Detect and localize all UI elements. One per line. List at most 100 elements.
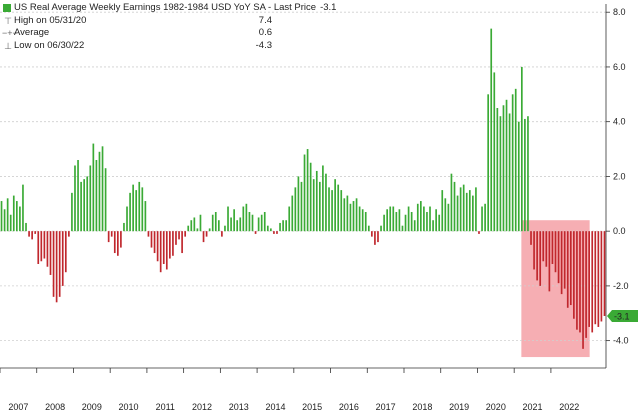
bar xyxy=(89,165,92,232)
bar xyxy=(563,231,566,289)
bar xyxy=(450,173,453,232)
bar xyxy=(49,231,52,275)
bar xyxy=(303,154,306,232)
bar xyxy=(456,195,459,232)
bar xyxy=(285,220,288,232)
bar xyxy=(410,212,413,232)
bar xyxy=(147,231,150,237)
bar xyxy=(416,203,419,232)
bar xyxy=(517,121,520,232)
bar xyxy=(230,217,232,232)
legend-swatch xyxy=(3,4,11,13)
bar xyxy=(211,214,214,232)
legend-average-label: Average xyxy=(14,27,50,38)
bar xyxy=(484,203,486,232)
bar xyxy=(548,231,551,292)
bar xyxy=(459,187,462,232)
bar xyxy=(199,214,202,232)
legend-high-row: ⊤ High on 05/31/20 7.4 xyxy=(2,15,272,28)
y-tick-label: 8.0 xyxy=(613,7,626,17)
bar xyxy=(542,231,545,262)
bar xyxy=(15,201,18,232)
x-tick-label: 2018 xyxy=(412,402,432,412)
bar xyxy=(25,222,27,232)
bar xyxy=(306,149,309,232)
bar xyxy=(291,195,294,232)
bar xyxy=(74,165,76,232)
y-tick-label: -2.0 xyxy=(613,281,629,291)
y-tick-label: 4.0 xyxy=(613,117,626,127)
bar xyxy=(524,118,526,232)
bar xyxy=(64,231,67,273)
bar xyxy=(236,220,239,232)
bar xyxy=(28,231,30,237)
y-tick-label: -4.0 xyxy=(613,336,629,346)
bar xyxy=(248,212,251,232)
bar xyxy=(156,231,159,262)
bar xyxy=(566,231,569,308)
bar xyxy=(162,231,165,264)
bar xyxy=(426,212,428,232)
bar xyxy=(334,179,336,232)
bar xyxy=(371,231,373,237)
bar xyxy=(120,231,122,248)
bar xyxy=(153,231,156,254)
axis-layer: -4.0 -2.0 0.0 2.0 4.0 6.0 8.0 2007 2008 2009 2010 2… xyxy=(0,4,638,412)
bar xyxy=(6,198,9,232)
bar xyxy=(263,212,266,232)
bar xyxy=(591,231,594,333)
bar xyxy=(141,187,144,232)
bar xyxy=(374,231,376,245)
bar xyxy=(193,217,196,232)
x-tick-label: 2016 xyxy=(339,402,359,412)
bar xyxy=(343,198,346,232)
bar xyxy=(46,231,49,267)
bar xyxy=(12,195,15,232)
bar xyxy=(37,231,40,264)
bar xyxy=(190,220,193,232)
bar xyxy=(138,181,141,232)
bar xyxy=(576,231,578,330)
bar xyxy=(392,206,395,232)
bar xyxy=(95,160,98,232)
bar xyxy=(569,231,572,306)
bar xyxy=(0,201,3,232)
bar xyxy=(478,231,480,234)
bar xyxy=(490,28,493,232)
bar xyxy=(233,209,235,232)
bar xyxy=(175,231,177,245)
bar xyxy=(34,231,37,234)
x-tick-label: 2020 xyxy=(486,402,506,412)
bar xyxy=(505,99,508,232)
bar xyxy=(539,231,542,286)
x-tick-label: 2009 xyxy=(82,402,102,412)
bar xyxy=(144,201,147,232)
bar xyxy=(423,206,425,232)
bar xyxy=(597,231,600,327)
bar xyxy=(603,231,606,316)
bar xyxy=(582,231,584,349)
x-tick-label: 2017 xyxy=(376,402,396,412)
bar xyxy=(438,214,441,232)
x-tick-label: 2021 xyxy=(523,402,543,412)
bar xyxy=(502,105,505,232)
bar xyxy=(98,151,101,232)
bar xyxy=(573,231,575,319)
bar xyxy=(55,231,58,303)
bar xyxy=(205,231,208,237)
bar xyxy=(557,231,560,284)
last-price-label: -3.1 xyxy=(614,312,630,322)
bar xyxy=(104,168,107,232)
bar xyxy=(221,231,223,237)
bar xyxy=(508,113,511,232)
bar xyxy=(208,228,211,232)
bar xyxy=(389,206,392,232)
x-tick-label: 2013 xyxy=(229,402,249,412)
bar xyxy=(533,231,535,270)
bar xyxy=(181,231,183,254)
bar xyxy=(496,108,499,232)
x-tick-label: 2022 xyxy=(559,402,579,412)
legend-low-row: ⊥ Low on 06/30/22 -4.3 xyxy=(2,40,272,53)
x-tick-label: 2015 xyxy=(302,402,322,412)
y-tick-label: 6.0 xyxy=(613,62,626,72)
